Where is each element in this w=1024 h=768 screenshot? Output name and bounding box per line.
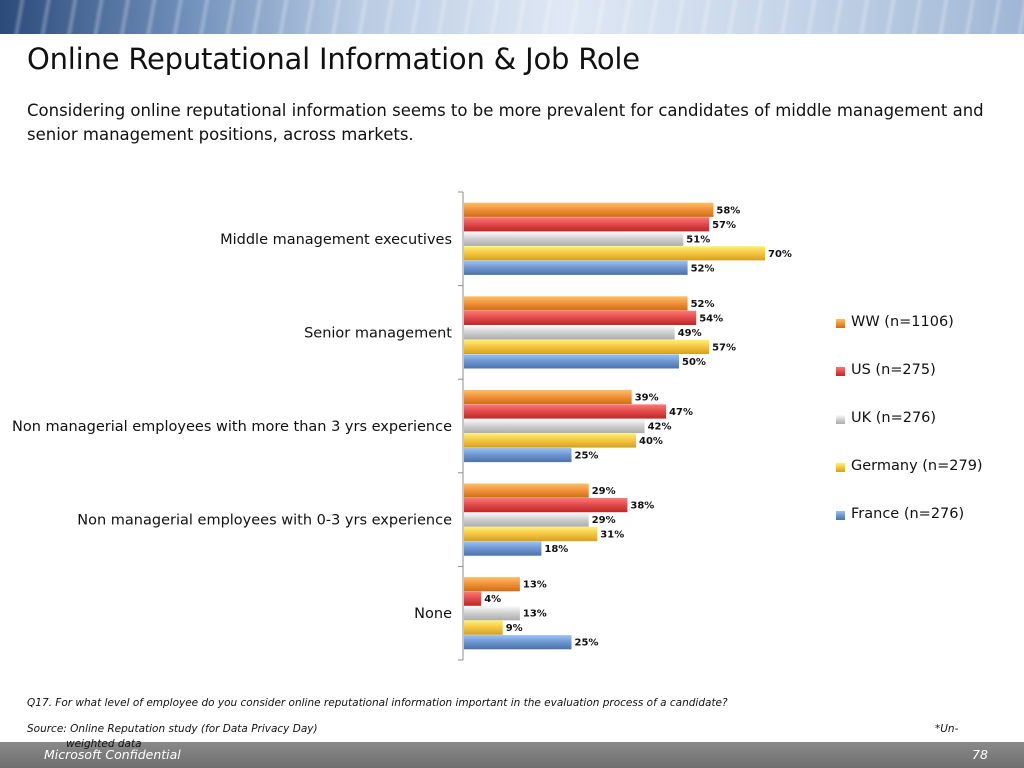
category-label: None [414, 606, 452, 622]
page-title: Online Reputational Information & Job Ro… [27, 42, 640, 76]
data-label: 52% [691, 263, 715, 274]
bar [464, 260, 688, 275]
data-label: 54% [699, 313, 723, 324]
data-label: 70% [768, 249, 792, 260]
bar [464, 231, 684, 246]
category-label: Middle management executives [220, 232, 452, 248]
page-number: 78 [972, 747, 988, 762]
data-label: 58% [716, 205, 740, 216]
weighting-note: *Un- [935, 723, 959, 735]
data-label: 51% [686, 234, 710, 245]
bar [464, 512, 589, 527]
bar [464, 541, 542, 556]
confidential-label: Microsoft Confidential [44, 747, 181, 762]
bar [464, 577, 520, 592]
page-subtitle: Considering online reputational informat… [27, 101, 984, 144]
bar [464, 591, 482, 606]
category-label: Non managerial employees with 0-3 yrs ex… [77, 513, 452, 529]
bar [464, 418, 645, 434]
legend-swatch [836, 511, 845, 520]
data-label: 50% [682, 357, 706, 368]
data-label: 18% [544, 544, 568, 555]
top-banner [0, 0, 1024, 34]
source-note: Source: Online Reputation study (for Dat… [27, 723, 318, 735]
bar [464, 635, 572, 650]
data-label: 42% [648, 422, 672, 433]
bar [464, 246, 765, 261]
bar [464, 606, 520, 621]
data-label: 13% [523, 580, 547, 591]
bar [464, 404, 667, 419]
data-label: 49% [678, 328, 702, 339]
legend-label: UK (n=276) [851, 410, 937, 426]
bar [464, 433, 636, 448]
data-label: 38% [630, 501, 654, 512]
bar [464, 202, 714, 217]
legend-label: France (n=276) [851, 506, 965, 522]
bar [464, 620, 503, 635]
bar [464, 483, 589, 498]
legend-label: Germany (n=279) [851, 458, 983, 474]
footer-bar [0, 742, 1024, 768]
bar [464, 354, 679, 369]
data-label: 9% [506, 623, 523, 634]
bar [464, 389, 632, 405]
data-label: 25% [575, 638, 599, 649]
bar [464, 339, 710, 354]
bar [464, 296, 688, 311]
data-label: 52% [691, 299, 715, 310]
data-label: 29% [592, 486, 616, 497]
data-label: 57% [712, 220, 736, 231]
legend-swatch [836, 367, 845, 376]
legend-swatch [836, 319, 845, 328]
data-label: 4% [484, 594, 501, 605]
bar [464, 217, 710, 232]
category-label: Non managerial employees with more than … [12, 419, 452, 435]
data-label: 29% [592, 515, 616, 526]
banner-sheen [0, 0, 1024, 34]
data-label: 13% [523, 609, 547, 620]
bar-chart: Middle management executives58%57%51%70%… [12, 191, 792, 661]
weighting-note-continued: weighted data [66, 738, 142, 750]
category-label: Senior management [304, 325, 452, 341]
data-label: 57% [712, 342, 736, 353]
bar [464, 527, 598, 542]
bar [464, 447, 572, 463]
bar [464, 310, 697, 325]
legend-label: US (n=275) [851, 362, 936, 378]
data-label: 47% [669, 407, 693, 418]
legend-label: WW (n=1106) [851, 314, 954, 330]
data-label: 40% [639, 436, 663, 447]
bar [464, 498, 628, 513]
data-label: 25% [575, 451, 599, 462]
bar [464, 325, 675, 340]
legend-swatch [836, 463, 845, 472]
legend-swatch [836, 415, 845, 424]
data-label: 39% [635, 393, 659, 404]
question-footnote: Q17. For what level of employee do you c… [27, 697, 728, 709]
data-label: 31% [600, 530, 624, 541]
